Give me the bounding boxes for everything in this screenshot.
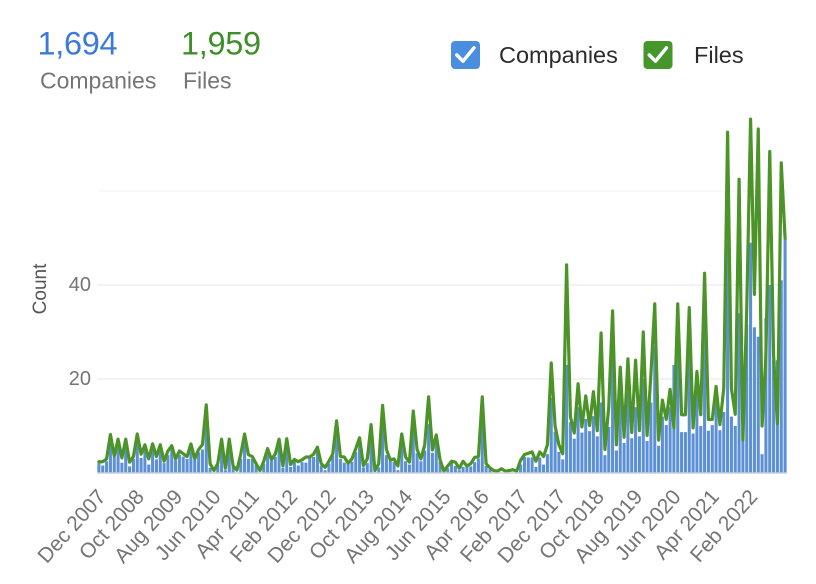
svg-text:1,694: 1,694 [38,26,118,62]
svg-text:Companies: Companies [499,42,618,68]
svg-text:40: 40 [69,274,91,296]
svg-text:1,959: 1,959 [181,26,261,62]
svg-text:Files: Files [183,68,232,94]
svg-text:Files: Files [694,42,744,68]
svg-text:Companies: Companies [40,68,156,94]
svg-text:Count: Count [30,263,51,314]
svg-text:20: 20 [69,368,91,390]
